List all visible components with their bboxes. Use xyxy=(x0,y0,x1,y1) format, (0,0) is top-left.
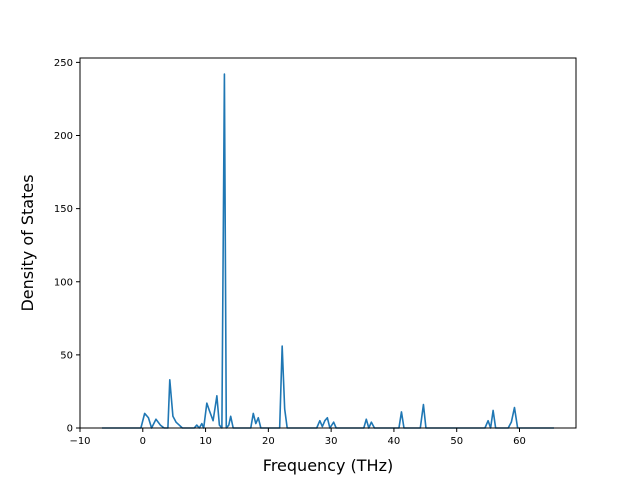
plot-frame xyxy=(79,57,577,429)
series-line-0 xyxy=(101,73,555,429)
y-tick-label: 0 xyxy=(67,424,73,435)
x-tick-label: 40 xyxy=(388,436,401,447)
x-tick-label: 50 xyxy=(450,436,463,447)
plot-lines xyxy=(101,73,555,429)
y-axis-ticks: 0 50 100 150 200 250 xyxy=(54,58,80,435)
x-axis-label: Frequency (THz) xyxy=(263,456,393,475)
y-tick-label: 200 xyxy=(54,131,73,142)
x-tick-label: −10 xyxy=(69,436,90,447)
x-tick-label: 60 xyxy=(513,436,526,447)
x-tick-label: 30 xyxy=(325,436,338,447)
y-tick-label: 100 xyxy=(54,277,73,288)
y-tick-label: 250 xyxy=(54,58,73,69)
x-axis-ticks: −10 0 10 20 30 40 50 60 xyxy=(69,428,526,447)
y-tick-label: 150 xyxy=(54,204,73,215)
y-tick-label: 50 xyxy=(60,350,73,361)
y-axis-label: Density of States xyxy=(18,174,37,311)
x-tick-label: 0 xyxy=(140,436,146,447)
x-tick-label: 10 xyxy=(199,436,212,447)
x-tick-label: 20 xyxy=(262,436,275,447)
